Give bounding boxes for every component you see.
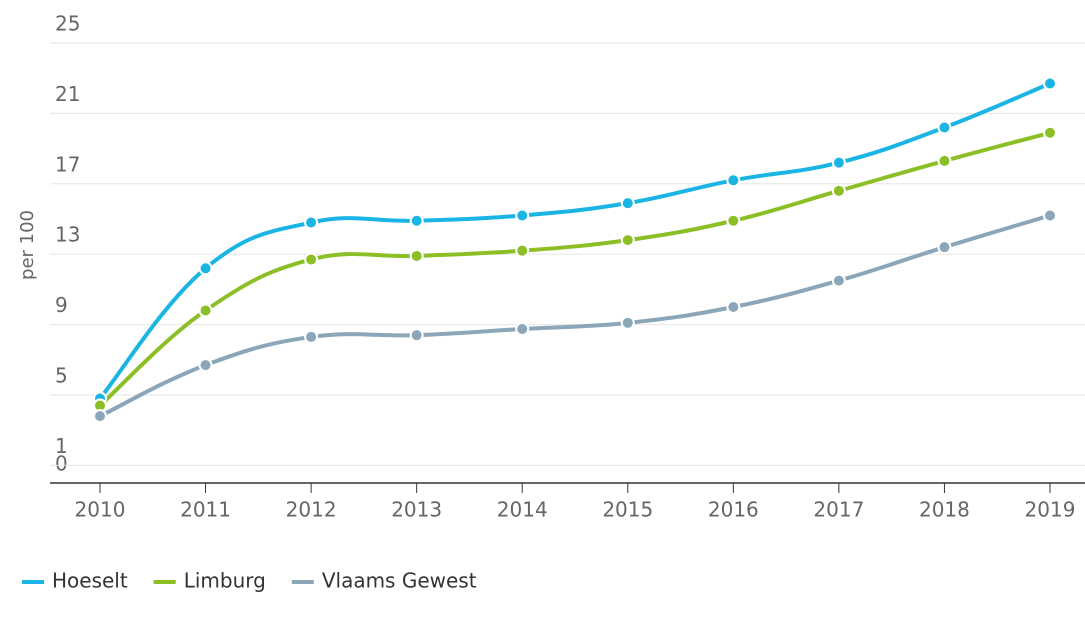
- x-tick-label: 2017: [813, 498, 864, 522]
- data-point: [726, 213, 741, 228]
- y-tick-label: 17: [55, 152, 80, 176]
- x-tick-label: 2019: [1025, 498, 1076, 522]
- data-point: [198, 261, 213, 276]
- legend-label: Hoeselt: [52, 569, 128, 593]
- data-point: [831, 183, 846, 198]
- x-tick-label: 2015: [602, 498, 653, 522]
- data-point: [1043, 76, 1057, 91]
- y-tick-label: 25: [55, 12, 80, 36]
- y-tick-label: 13: [55, 223, 80, 247]
- y-tick-label: 5: [55, 364, 68, 388]
- y-tick-label: 21: [55, 82, 80, 106]
- series-line: [98, 130, 1052, 408]
- x-tick-label: 2011: [180, 498, 231, 522]
- data-point: [620, 315, 635, 330]
- y-axis-label: per 100: [17, 210, 38, 280]
- data-point: [93, 409, 107, 424]
- data-point: [620, 233, 635, 248]
- legend: Hoeselt Limburg Vlaams Gewest: [22, 569, 477, 593]
- data-point: [937, 120, 952, 135]
- data-point: [1043, 208, 1057, 223]
- legend-label: Vlaams Gewest: [322, 569, 477, 593]
- x-tick-label: 2010: [75, 498, 126, 522]
- data-point: [304, 215, 319, 230]
- x-tick-label: 2016: [708, 498, 759, 522]
- data-point: [515, 208, 530, 223]
- data-point: [304, 252, 319, 267]
- legend-label: Limburg: [184, 569, 266, 593]
- data-point: [409, 213, 424, 228]
- data-point: [515, 243, 530, 258]
- x-tick-label: 2012: [286, 498, 337, 522]
- y-tick-label: 0: [55, 452, 68, 476]
- data-point: [198, 303, 213, 318]
- data-point: [198, 358, 213, 373]
- data-point: [409, 328, 424, 343]
- data-point: [831, 273, 846, 288]
- x-tick-label: 2014: [497, 498, 548, 522]
- series-line: [98, 81, 1052, 401]
- data-point: [937, 153, 952, 168]
- y-tick-label: 1: [55, 434, 68, 458]
- data-point: [726, 300, 741, 314]
- data-point: [726, 173, 741, 188]
- data-point: [937, 240, 952, 255]
- x-tick-label: 2013: [391, 498, 442, 522]
- data-point: [620, 196, 635, 211]
- data-point: [831, 155, 846, 170]
- series-line: [98, 213, 1052, 419]
- data-point: [1043, 125, 1057, 140]
- data-point: [409, 248, 424, 263]
- y-tick-label: 9: [55, 293, 68, 317]
- data-point: [515, 322, 530, 336]
- data-point: [304, 329, 319, 344]
- x-tick-label: 2018: [919, 498, 970, 522]
